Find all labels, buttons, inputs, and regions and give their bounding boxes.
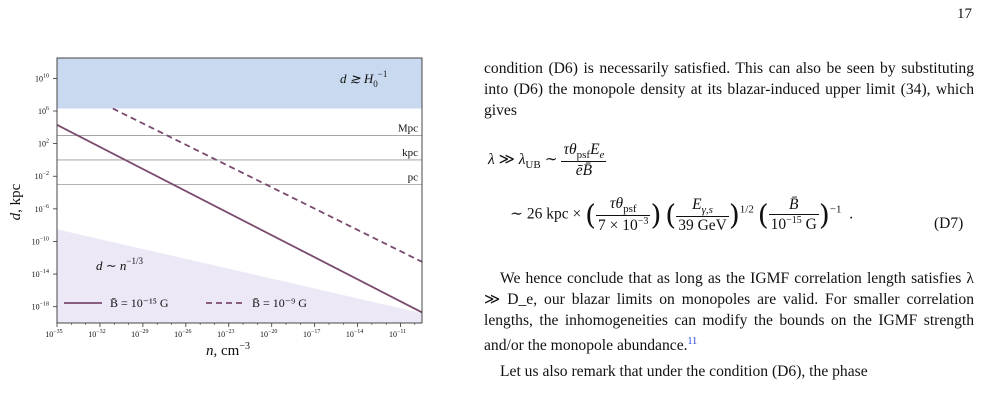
ref-label-kpc: kpc xyxy=(402,147,418,159)
equation-number: (D7) xyxy=(934,215,964,232)
legend: B̄ = 10⁻¹⁵ G B̄ = 10⁻⁹ G xyxy=(64,296,307,310)
x-tick-label: 10−29 xyxy=(131,329,148,339)
x-tick-label: 10−11 xyxy=(389,329,406,339)
x-tick-label: 10−35 xyxy=(45,329,62,339)
body-text-top: condition (D6) is necessarily satisfied.… xyxy=(484,58,974,121)
x-tick-label: 10−32 xyxy=(88,329,105,339)
body-text-bottom: We hence conclude that as long as the IG… xyxy=(484,268,974,382)
legend-label-1: B̄ = 10⁻¹⁵ G xyxy=(110,296,169,310)
paragraph-2: We hence conclude that as long as the IG… xyxy=(484,270,974,355)
figure-plot: 10−35 10−32 10−29 10−26 10−23 10−20 10−17 10−14… xyxy=(8,57,423,359)
series-line-2 xyxy=(112,107,422,263)
x-tick-label: 10−26 xyxy=(174,329,191,339)
y-tick-label: 10−6 xyxy=(35,204,49,214)
x-tick-label: 10−14 xyxy=(346,329,363,339)
page-number: 17 xyxy=(957,6,972,22)
y-tick-label: 106 xyxy=(38,106,49,116)
paragraph-1: condition (D6) is necessarily satisfied.… xyxy=(484,60,974,119)
y-tick-label: 10−18 xyxy=(32,302,49,312)
equation-line-2: ∼ 26 kpc × (τθpsf 7 × 10−3) (Eγ,s 39 GeV)1… xyxy=(510,195,854,235)
plot-frame xyxy=(56,57,423,324)
y-tick-label: 10−2 xyxy=(35,171,49,181)
hubble-region xyxy=(57,58,422,109)
x-axis-label: n, cm−3 xyxy=(206,341,250,359)
y-tick-label: 1010 xyxy=(35,73,49,83)
footnote-11-link[interactable]: 11 xyxy=(687,336,698,347)
legend-label-2: B̄ = 10⁻⁹ G xyxy=(252,296,307,310)
y-tick-label: 10−14 xyxy=(32,269,49,279)
paragraph-3: Let us also remark that under the condit… xyxy=(500,363,868,381)
x-tick-label: 10−17 xyxy=(303,329,320,339)
y-tick-label: 10−10 xyxy=(32,236,49,246)
y-axis-label: d, kpc xyxy=(8,183,24,220)
x-tick-label: 10−23 xyxy=(217,329,234,339)
ref-label-pc: pc xyxy=(408,171,419,183)
ref-label-mpc: Mpc xyxy=(398,122,418,134)
y-tick-label: 102 xyxy=(38,139,49,149)
series-line-1 xyxy=(57,124,422,314)
x-tick-label: 10−20 xyxy=(260,329,277,339)
equation-line-1: λ ≫ λUB ∼ τθpsfEe ēB̄ xyxy=(488,141,607,180)
small-scale-region xyxy=(57,229,422,323)
